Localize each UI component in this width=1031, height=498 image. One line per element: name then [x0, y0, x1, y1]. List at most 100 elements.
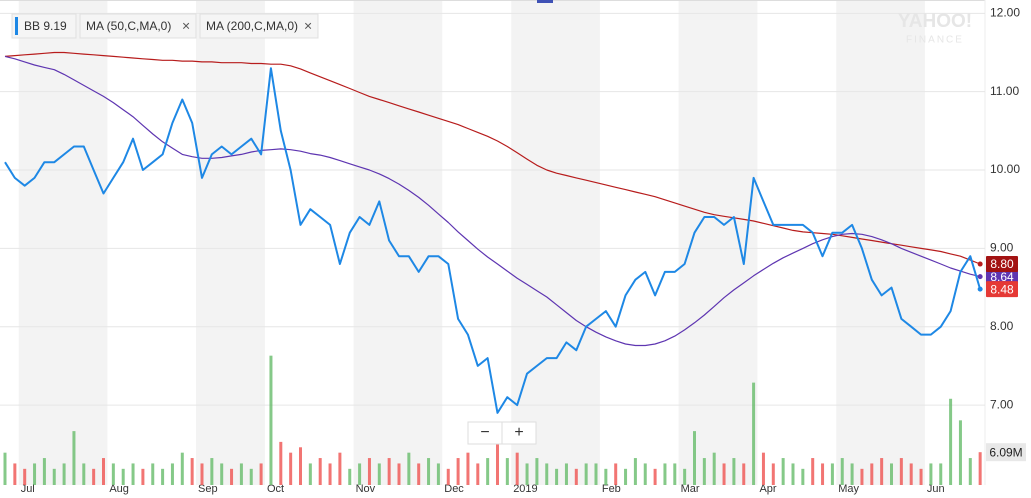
- volume-bar: [702, 458, 706, 485]
- price-tag-label: 8.80: [990, 257, 1014, 271]
- y-tick-label: 7.00: [990, 397, 1014, 411]
- volume-bar: [417, 463, 421, 485]
- volume-bar: [249, 468, 253, 485]
- volume-bar: [377, 463, 381, 485]
- volume-bar: [200, 463, 204, 485]
- remove-button[interactable]: ×: [182, 18, 190, 34]
- legend-chip[interactable]: [11, 13, 77, 39]
- volume-bar: [860, 468, 864, 485]
- volume-bar: [683, 468, 687, 485]
- legend-chip[interactable]: [79, 13, 197, 39]
- volume-bar: [574, 468, 578, 485]
- volume-bar: [446, 468, 450, 485]
- volume-bar: [161, 468, 165, 485]
- price-line: [4, 67, 982, 414]
- last-point: [977, 274, 983, 280]
- price-tag: [986, 256, 1018, 273]
- volume-bar: [535, 458, 539, 485]
- x-tick-label: 2019: [513, 483, 537, 495]
- volume-bar: [466, 452, 470, 485]
- x-tick-label: Feb: [602, 483, 621, 495]
- price-line: [4, 55, 981, 347]
- volume-bar: [476, 463, 480, 485]
- legend-label: BB 9.19: [24, 19, 67, 33]
- volume-bar: [821, 463, 825, 485]
- volume-bar: [82, 463, 86, 485]
- volume-bar: [13, 463, 17, 485]
- volume-bar: [968, 458, 972, 485]
- volume-bar: [269, 355, 273, 485]
- volume-bar: [102, 458, 105, 485]
- price-tag: [986, 281, 1018, 298]
- volume-bar: [289, 452, 293, 485]
- volume-bar: [259, 463, 263, 485]
- volume-bar: [131, 463, 135, 485]
- volume-bar: [456, 458, 460, 485]
- volume-bar: [909, 463, 913, 485]
- volume-bar: [308, 463, 312, 485]
- x-tick-label: Jul: [21, 483, 35, 495]
- zoom-in[interactable]: +: [514, 424, 523, 441]
- volume-bar: [515, 452, 519, 485]
- volume-bar: [486, 458, 490, 485]
- volume-bar: [604, 468, 608, 485]
- volume-bar: [190, 458, 194, 485]
- volume-bar: [42, 458, 46, 485]
- volume-bar: [752, 382, 756, 485]
- price-tag-label: 8.48: [990, 282, 1014, 296]
- volume-tag-label: 6.09M: [989, 445, 1022, 459]
- volume-bar: [141, 468, 145, 485]
- month-band: [18, 0, 108, 485]
- y-tick-label: 11.00: [990, 84, 1019, 98]
- x-tick-label: Nov: [356, 483, 376, 495]
- volume-bar: [899, 458, 903, 485]
- legend-marker: [15, 17, 18, 35]
- volume-bar: [72, 431, 76, 485]
- volume-bar: [151, 463, 155, 485]
- volume-bar: [436, 463, 440, 485]
- volume-bar: [673, 463, 677, 485]
- volume-bar: [427, 458, 431, 485]
- month-bands: [18, 0, 925, 485]
- y-tick-label: 12.00: [990, 5, 1020, 19]
- volume-bar: [407, 452, 411, 485]
- volume-bar: [880, 458, 884, 485]
- volume-bar: [722, 463, 726, 485]
- price-tag-label: 8.64: [990, 270, 1014, 284]
- x-tick-label: Mar: [681, 483, 700, 495]
- x-tick-label: Apr: [759, 483, 776, 495]
- remove-button[interactable]: ×: [304, 18, 312, 34]
- volume-bar: [890, 463, 893, 485]
- volume-bar: [397, 463, 401, 485]
- volume-bar: [801, 468, 805, 485]
- volume-bar: [92, 468, 96, 485]
- volume-bar: [3, 452, 7, 485]
- price-line: [4, 51, 981, 265]
- volume-bar: [338, 452, 342, 485]
- volume-bar: [328, 463, 332, 485]
- volume-bar: [830, 463, 834, 485]
- range-handle[interactable]: [537, 0, 553, 3]
- volume-bar: [367, 458, 371, 485]
- x-tick-label: Sep: [198, 483, 218, 495]
- volume-bar: [180, 452, 184, 485]
- volume-bar: [555, 468, 559, 485]
- volume-bar: [279, 441, 283, 485]
- x-tick-label: Jun: [927, 483, 945, 495]
- volume-bar: [633, 458, 637, 485]
- x-tick-label: Dec: [444, 483, 464, 495]
- legend-chip[interactable]: [199, 13, 319, 39]
- volume-bar: [653, 468, 657, 485]
- volume-bar: [978, 452, 982, 485]
- volume-bar: [210, 458, 214, 485]
- volume-bar: [614, 463, 618, 485]
- volume-bar: [170, 463, 174, 485]
- volume-bar: [791, 463, 795, 485]
- volume-bar: [624, 468, 628, 485]
- volume-bar: [299, 447, 302, 485]
- volume-bar: [564, 463, 568, 485]
- zoom-out[interactable]: −: [480, 424, 489, 441]
- y-tick-label: 8.00: [990, 319, 1014, 333]
- month-band: [511, 0, 600, 485]
